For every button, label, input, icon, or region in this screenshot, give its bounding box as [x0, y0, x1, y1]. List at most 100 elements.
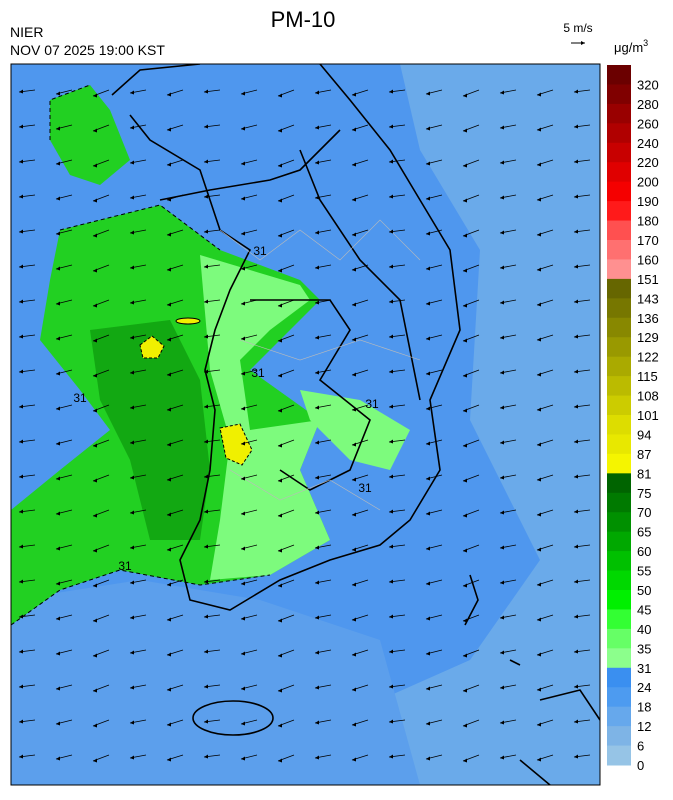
timestamp: NOV 07 2025 19:00 KST [10, 42, 165, 58]
admin-borders [219, 219, 421, 511]
wind-arrowhead [352, 652, 356, 657]
wind-arrowhead [315, 195, 319, 200]
wind-scale-arrowhead [581, 41, 585, 45]
wind-arrowhead [130, 440, 134, 445]
wind-arrowhead [574, 509, 578, 514]
wind-arrowhead [389, 299, 393, 304]
wind-arrowhead [389, 754, 393, 759]
wind-arrowhead [389, 719, 393, 724]
wind-arrowhead [574, 124, 578, 129]
wind-arrowhead [537, 267, 541, 272]
wind-arrowhead [93, 548, 97, 553]
wind-arrowhead [500, 230, 504, 235]
wind-arrowhead [352, 407, 356, 412]
colorbar-label: 170 [637, 233, 659, 248]
wind-arrowhead [500, 440, 504, 445]
wind-arrowhead [204, 299, 208, 304]
wind-arrowhead [315, 650, 319, 655]
wind-arrowhead [56, 196, 60, 201]
wind-arrowhead [426, 651, 430, 656]
wind-arrowhead [315, 580, 319, 585]
wind-arrowhead [241, 231, 245, 236]
wind-arrowhead [56, 336, 60, 341]
wind-arrowhead [500, 615, 504, 620]
colorbar-segment [607, 706, 631, 727]
wind-arrowhead [93, 618, 97, 623]
colorbar-label: 143 [637, 291, 659, 306]
wind-arrowhead [93, 163, 97, 168]
wind-arrowhead [426, 581, 430, 586]
wind-arrowhead [93, 338, 97, 343]
wind-arrowhead [278, 93, 282, 98]
colorbar-segment [607, 298, 631, 319]
wind-arrowhead [426, 336, 430, 341]
wind-arrowhead [352, 162, 356, 167]
colorbar-segment [607, 84, 631, 105]
wind-arrowhead [463, 233, 467, 238]
wind-arrowhead [93, 583, 97, 588]
wind-arrowhead [278, 688, 282, 693]
wind-arrowhead [574, 159, 578, 164]
wind-arrowhead [241, 126, 245, 131]
pm-hotspot [175, 317, 201, 325]
wind-arrowhead [241, 686, 245, 691]
wind-arrowhead [574, 439, 578, 444]
colorbar-segment [607, 415, 631, 435]
wind-arrowhead [500, 545, 504, 550]
wind-arrowhead [500, 685, 504, 690]
wind-arrowhead [389, 334, 393, 339]
wind-arrowhead [167, 687, 171, 692]
colorbar-label: 60 [637, 544, 651, 559]
wind-arrowhead [167, 547, 171, 552]
wind-arrowhead [389, 614, 393, 619]
wind-arrowhead [352, 127, 356, 132]
colorbar-label: 50 [637, 583, 651, 598]
wind-arrowhead [56, 721, 60, 726]
wind-arrowhead [204, 89, 208, 94]
wind-arrowhead [278, 268, 282, 273]
colorbar-segment [607, 512, 631, 533]
wind-arrowhead [130, 405, 134, 410]
wind-arrowhead [241, 371, 245, 376]
wind-arrowhead [204, 684, 208, 689]
wind-arrowhead [389, 369, 393, 374]
low-region [11, 580, 420, 785]
wind-arrowhead [463, 338, 467, 343]
colorbar-label: 240 [637, 136, 659, 151]
wind-arrowhead [574, 614, 578, 619]
colorbar-label: 6 [637, 739, 644, 754]
wind-arrowhead [167, 652, 171, 657]
colorbar-segment [607, 356, 631, 377]
colorbar-label: 12 [637, 719, 651, 734]
contour-labels: 31 31 31 31 31 31 [73, 244, 379, 573]
wind-arrowhead [204, 544, 208, 549]
wind-arrowhead [93, 268, 97, 273]
wind-arrowhead [463, 723, 467, 728]
wind-arrowhead [537, 372, 541, 377]
agency: NIER [10, 24, 43, 40]
wind-arrowhead [574, 649, 578, 654]
wind-arrowhead [19, 334, 23, 339]
pm-region [50, 85, 130, 185]
wind-arrowhead [500, 370, 504, 375]
wind-arrowhead [426, 371, 430, 376]
wind-arrowhead [352, 372, 356, 377]
colorbar-label: 108 [637, 389, 659, 404]
wind-arrowhead [389, 649, 393, 654]
title: PM-10 [271, 7, 336, 32]
wind-arrowhead [389, 474, 393, 479]
wind-arrowhead [315, 545, 319, 550]
wind-arrowhead [56, 266, 60, 271]
wind-arrowhead [500, 160, 504, 165]
wind-arrowhead [426, 406, 430, 411]
wind-arrowhead [426, 441, 430, 446]
wind-arrowhead [19, 404, 23, 409]
wind-arrowhead [19, 124, 23, 129]
wind-arrowhead [241, 196, 245, 201]
wind-arrowhead [389, 684, 393, 689]
wind-arrowhead [278, 128, 282, 133]
wind-arrowhead [426, 721, 430, 726]
wind-arrowhead [204, 509, 208, 514]
wind-arrowhead [56, 756, 60, 761]
